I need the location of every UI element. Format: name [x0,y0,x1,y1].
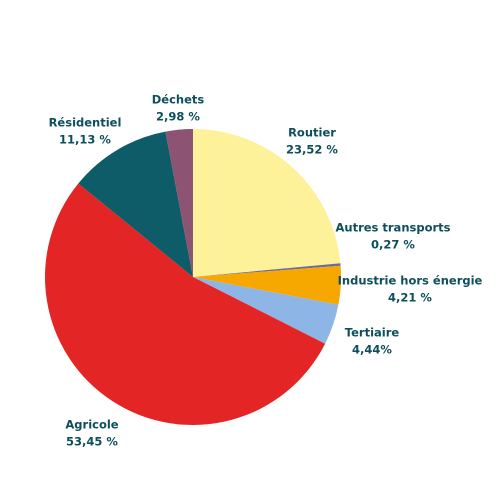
slice-label: Industrie hors énergie [338,274,483,288]
slice-value-label: 53,45 % [66,435,118,449]
pie-slice [78,131,193,277]
pie-slice [45,183,326,425]
pie-slice [193,129,341,277]
slice-value-label: 23,52 % [286,143,338,157]
pie-slice [193,277,339,344]
pie-slice [193,263,341,277]
slice-label: Autres transports [335,221,450,235]
pie-slice [165,129,193,277]
slice-label: Agricole [65,418,118,432]
slice-value-label: 2,98 % [156,110,200,124]
slice-label: Déchets [152,93,205,107]
slice-value-label: 4,44% [352,343,392,357]
slice-value-label: 11,13 % [59,133,111,147]
slice-label: Résidentiel [49,116,122,130]
slice-value-label: 4,21 % [388,291,432,305]
pie-slice [193,265,341,305]
slice-value-label: 0,27 % [371,238,415,252]
slice-label: Tertiaire [345,326,400,340]
slice-label: Routier [288,126,336,140]
